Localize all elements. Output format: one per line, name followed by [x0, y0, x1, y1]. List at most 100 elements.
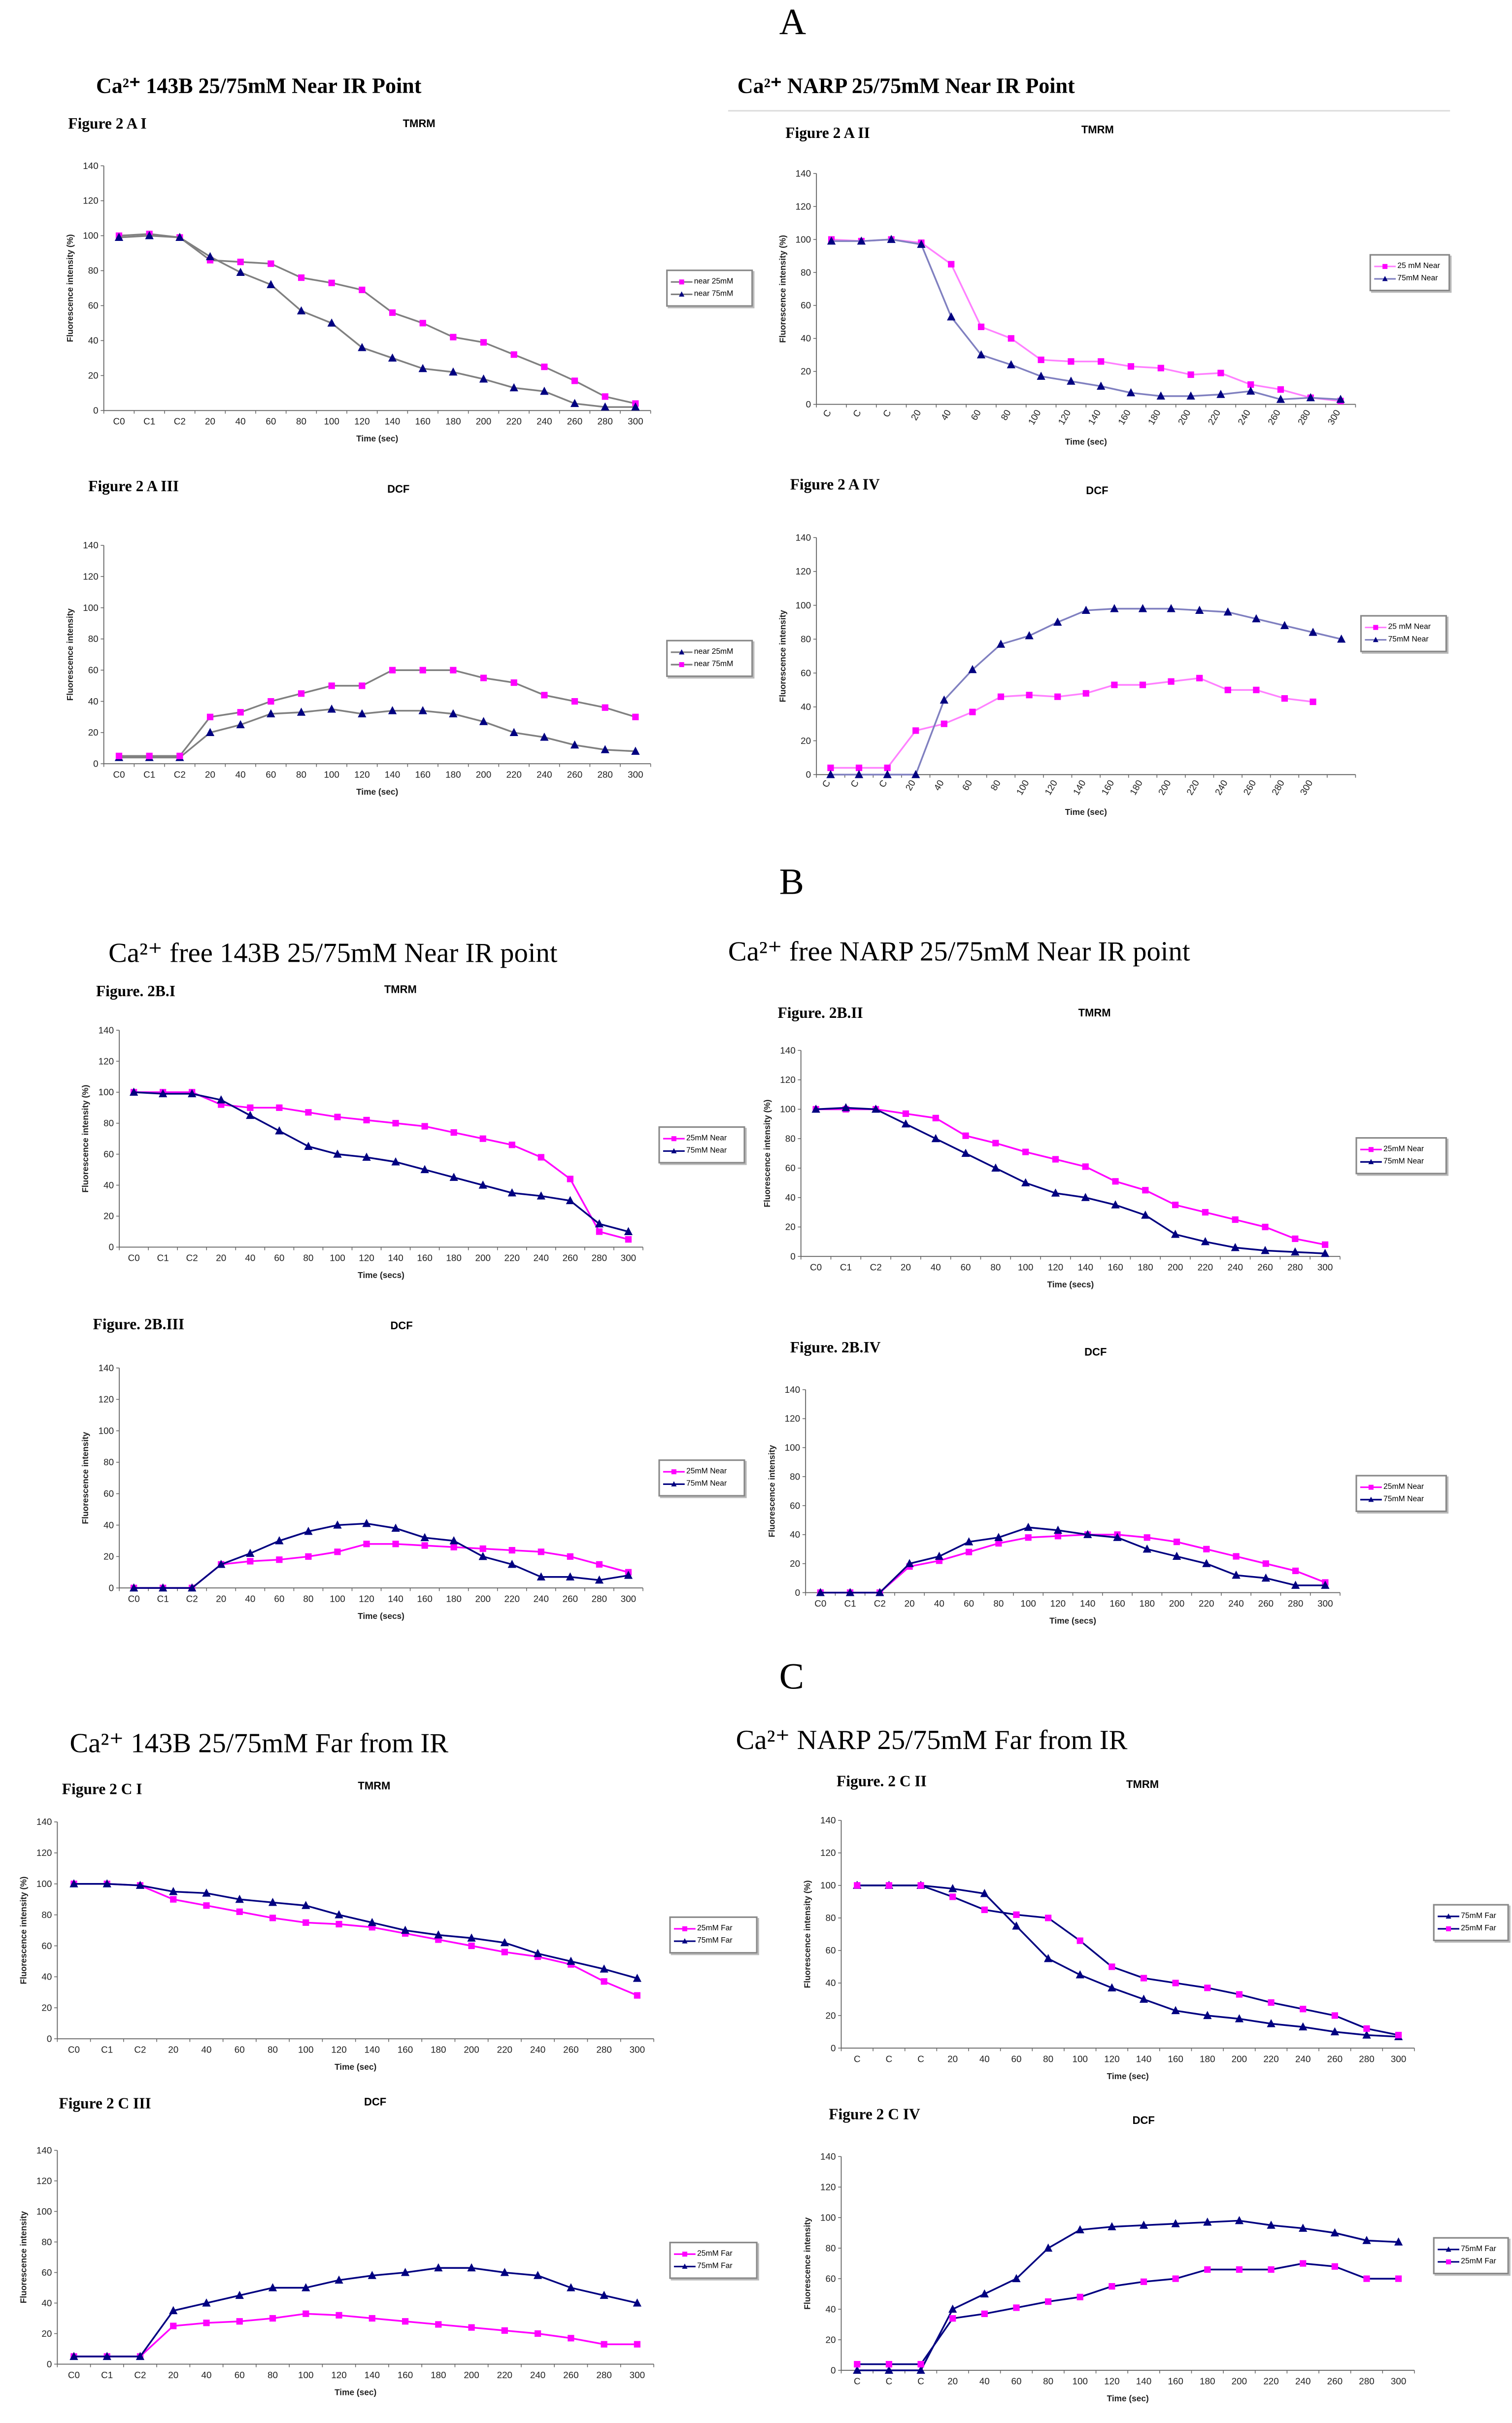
y-tick-label: 140 — [83, 161, 98, 171]
legend-swatch-icon — [673, 2263, 696, 2269]
data-point — [401, 2268, 410, 2276]
series-0 — [828, 236, 1344, 404]
x-tick-label: 180 — [431, 2044, 446, 2054]
x-tick-label: 200 — [475, 1253, 490, 1263]
legend-item: 25mM Near — [663, 1134, 740, 1144]
series-line — [134, 1091, 629, 1241]
data-point — [145, 231, 154, 239]
x-tick-label: 240 — [1227, 1262, 1243, 1272]
x-tick-label: 240 — [537, 416, 552, 427]
y-axis-title: Fluorescence intensity — [777, 610, 787, 703]
data-point — [1236, 1991, 1243, 1998]
heading-b-right: Ca²⁺ free NARP 25/75mM Near IR point — [728, 936, 1190, 967]
data-point — [333, 1520, 342, 1529]
x-tick-label: 60 — [961, 1262, 971, 1272]
figure-label: Figure. 2B.III — [93, 1316, 185, 1334]
x-axis-title: Time (sec) — [1065, 807, 1107, 817]
data-point — [205, 728, 215, 736]
series-1 — [816, 1522, 1330, 1596]
legend-swatch-icon — [1438, 2246, 1460, 2252]
plot-area: 0 20 40 60 80 100 120 140 C0 C1 C2 20 40 60 80 100 120 14… — [767, 1384, 1341, 1625]
x-tick-label: C1 — [101, 2370, 113, 2380]
data-point — [507, 1188, 516, 1197]
data-point — [1217, 370, 1224, 376]
x-tick-label: 120 — [331, 2044, 346, 2054]
x-tick-label: 200 — [1176, 408, 1193, 427]
chart-svg: 0 20 40 60 80 100 120 140 C C C 20 40 60 80 100 120 140 16… — [777, 532, 1356, 817]
data-point — [508, 1142, 515, 1148]
x-tick-label: C1 — [157, 1253, 169, 1263]
x-tick-label: 80 — [993, 1598, 1004, 1609]
data-point — [885, 2361, 893, 2368]
x-tick-label: 120 — [1056, 408, 1073, 427]
data-point — [298, 690, 305, 697]
plot-area: 0 20 40 60 80 100 120 140 C C C 20 40 60 80 100 120 140 16… — [777, 532, 1356, 817]
data-point — [961, 1148, 970, 1157]
data-point — [1310, 698, 1316, 706]
data-point — [1108, 1983, 1116, 1991]
x-tick-label: C — [917, 2376, 924, 2386]
series-line — [831, 238, 1341, 401]
heading-a-right: Ca²⁺ NARP 25/75mM Near IR Point — [737, 76, 1075, 100]
y-tick-label: 80 — [88, 634, 99, 644]
data-point — [368, 2271, 376, 2279]
legend-swatch-icon — [663, 1481, 685, 1486]
legend-item: 25mM Far — [673, 1924, 753, 1933]
x-tick-label: 240 — [534, 1253, 549, 1263]
data-point — [1172, 2275, 1179, 2282]
data-point — [388, 706, 397, 714]
y-tick-label: 60 — [88, 301, 99, 311]
data-point — [1268, 2266, 1275, 2273]
data-point — [596, 1228, 603, 1235]
x-axis-title: Time (sec) — [1107, 2393, 1149, 2403]
y-tick-label: 100 — [785, 1443, 800, 1453]
legend-marker — [1368, 1484, 1374, 1490]
x-tick-label: C2 — [134, 2044, 146, 2054]
legend-label: near 25mM — [694, 647, 734, 657]
data-point — [1321, 1581, 1330, 1589]
x-tick-label: 300 — [630, 2370, 645, 2380]
data-point — [853, 2365, 862, 2374]
data-point — [566, 1572, 574, 1581]
x-tick-label: 180 — [445, 770, 461, 780]
data-point — [1186, 391, 1195, 400]
data-point — [1045, 1915, 1052, 1921]
y-tick-label: 60 — [41, 1941, 52, 1951]
data-point — [327, 318, 336, 327]
legend: 75mM Far 25mM Far — [1433, 2237, 1509, 2275]
data-point — [1139, 1994, 1148, 2003]
x-tick-label: 220 — [1263, 2376, 1278, 2386]
x-tick-label: 80 — [303, 1253, 313, 1263]
x-tick-label: 140 — [385, 416, 400, 427]
data-point — [1139, 2221, 1148, 2229]
y-tick-label: 100 — [83, 603, 98, 613]
data-point — [333, 1149, 342, 1158]
data-point — [362, 1518, 371, 1527]
data-point — [917, 1882, 924, 1889]
y-tick-label: 40 — [103, 1520, 114, 1530]
data-point — [1068, 358, 1075, 365]
x-tick-label: C — [886, 2053, 893, 2064]
y-axis-title: Fluorescence intensity (%) — [777, 235, 787, 343]
data-point — [169, 2306, 178, 2315]
legend-marker — [1446, 2259, 1451, 2265]
data-point — [1261, 1245, 1270, 1254]
data-point — [1012, 1921, 1021, 1930]
data-point — [1109, 2283, 1115, 2290]
x-tick-label: 60 — [969, 408, 983, 422]
data-point — [369, 2315, 375, 2322]
y-tick-label: 0 — [47, 2359, 52, 2369]
plot-area: 0 20 40 60 80 100 120 140 C0 C1 C2 20 40 60 80 100 120 14… — [80, 1025, 643, 1280]
data-point — [1140, 2278, 1147, 2285]
plot-area: 0 20 40 60 80 100 120 140 C0 C1 C2 20 40 60 80 100 120 14… — [65, 540, 651, 797]
legend-swatch-icon — [1360, 1147, 1382, 1152]
data-point — [634, 2341, 640, 2348]
legend-item: 75mM Near — [1360, 1157, 1443, 1167]
figure-label: Figure 2 C III — [59, 2096, 151, 2114]
series-0 — [70, 2310, 640, 2360]
x-tick-label: 140 — [1080, 1598, 1095, 1609]
data-point — [1167, 604, 1176, 612]
figure-label: Figure 2 A III — [88, 478, 179, 496]
x-tick-label: 160 — [415, 770, 430, 780]
